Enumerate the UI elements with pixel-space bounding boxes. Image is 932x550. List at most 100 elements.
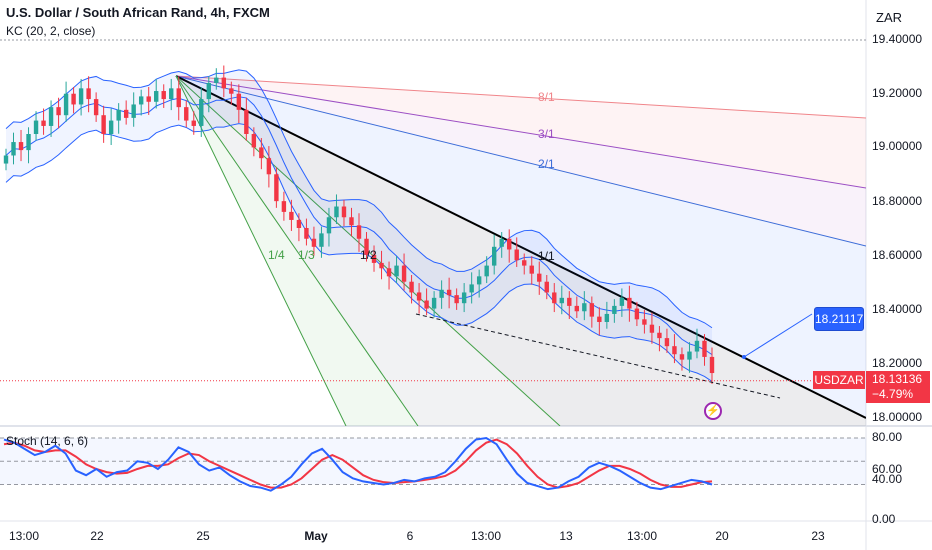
candle-body [101, 115, 106, 134]
candle-body [296, 219, 302, 228]
candle-body [649, 324, 655, 333]
fan-ray-1-1 [175, 75, 866, 419]
candle-body [169, 88, 174, 100]
candle-body [386, 268, 392, 277]
candle-body [379, 262, 384, 269]
candle-body [687, 351, 692, 360]
last-price-tag[interactable]: 18.13136 −4.79% [866, 371, 930, 403]
candle-body [56, 107, 61, 116]
candle-body [409, 281, 414, 293]
candle-body [491, 246, 497, 266]
date-tick: 6 [406, 529, 414, 543]
chart-title[interactable]: U.S. Dollar / South African Rand, 4h, FX… [6, 5, 270, 20]
kc-upper-band [5, 69, 713, 329]
candle-body [184, 107, 189, 121]
candle-body [71, 93, 76, 105]
stoch-k-line [3, 436, 713, 492]
candle-body [416, 292, 422, 301]
candle-body [454, 295, 459, 304]
candle-body [123, 109, 129, 118]
lightning-icon[interactable]: ⚡ [704, 402, 722, 420]
candle-body [424, 300, 429, 309]
trendlines[interactable] [415, 313, 813, 399]
candle-body [33, 120, 39, 134]
candle-body [371, 254, 377, 263]
stoch-tick: 60.00 [872, 462, 903, 476]
candle-body [559, 297, 564, 304]
candle-body [131, 104, 136, 118]
candle-body [544, 281, 549, 293]
last-price: 18.13136 [872, 372, 923, 386]
candle-body [319, 233, 324, 247]
indicator-legend-kc[interactable]: KC (20, 2, close) [6, 24, 96, 38]
candle-body [86, 88, 91, 100]
fan-ray-8-1 [175, 75, 866, 119]
candle-body [206, 82, 211, 100]
candle-body [604, 313, 610, 322]
symbol-tag[interactable]: USDZAR [813, 371, 865, 389]
candle-body [431, 297, 437, 309]
candle-body [116, 109, 121, 121]
candle-body [281, 201, 287, 212]
candle-body [214, 77, 219, 83]
candle-body [476, 276, 482, 285]
candle-body [221, 77, 227, 89]
date-tick: 13:00 [626, 529, 658, 543]
callout-leader [743, 313, 813, 358]
candle-body [341, 206, 347, 218]
candle-body [349, 217, 354, 226]
candle-body [244, 109, 249, 134]
fan-ray-2-1 [175, 75, 866, 247]
candle-body [304, 228, 309, 239]
stoch-tick: 40.00 [872, 472, 903, 486]
support-trendline [415, 313, 781, 399]
candle-body [191, 120, 196, 126]
candle-body [514, 249, 519, 261]
candle-body [26, 134, 31, 151]
gann-fan[interactable] [175, 75, 866, 426]
candlesticks [3, 65, 715, 385]
price-callout[interactable]: 18.21117 [814, 307, 864, 331]
candle-body [619, 297, 625, 306]
candle-body [364, 238, 369, 255]
price-tick: 19.20000 [872, 86, 923, 100]
candle-body [394, 265, 399, 277]
fan-label-1-3: 1/3 [298, 248, 315, 262]
candle-body [702, 340, 707, 357]
currency-label[interactable]: ZAR [876, 10, 902, 25]
candle-body [709, 356, 715, 374]
candle-body [266, 158, 272, 175]
candle-body [694, 340, 700, 352]
candle-body [522, 260, 527, 266]
candle-body [161, 91, 166, 100]
candle-body [274, 174, 279, 202]
indicator-legend-stoch[interactable]: Stoch (14, 6, 6) [6, 434, 89, 448]
candle-body [507, 238, 512, 250]
candle-body [657, 332, 662, 339]
candle-body [574, 305, 580, 312]
candle-body [589, 303, 595, 317]
fan-ray-1-3 [175, 75, 419, 426]
candle-body [634, 308, 640, 320]
candle-body [612, 305, 617, 314]
price-tick: 19.40000 [872, 32, 923, 46]
candle-body [664, 338, 670, 347]
candle-body [138, 96, 144, 105]
candle-body [461, 292, 467, 304]
candle-body [552, 292, 557, 304]
date-tick: May [304, 529, 328, 543]
candle-body [78, 88, 84, 105]
candle-body [597, 316, 602, 322]
candle-body [627, 297, 632, 309]
candle-body [582, 303, 587, 312]
date-tick: 13:00 [8, 529, 40, 543]
fan-label-1-1: 1/1 [538, 249, 555, 263]
candle-body [469, 284, 474, 293]
candle-body [63, 93, 69, 116]
fan-zone [176, 76, 866, 426]
candle-body [93, 99, 99, 116]
candle-body [499, 238, 504, 247]
candle-body [567, 297, 572, 306]
candle-body [3, 155, 9, 164]
